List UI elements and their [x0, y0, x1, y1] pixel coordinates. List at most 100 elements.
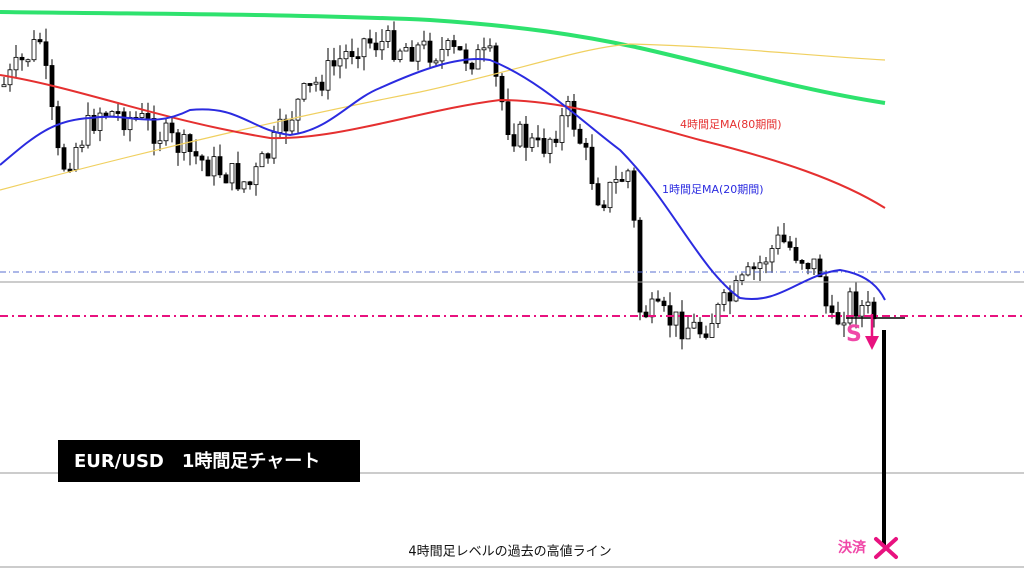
candle — [193, 151, 199, 157]
ma-line — [0, 43, 886, 191]
candle — [775, 234, 781, 249]
candle — [535, 137, 541, 141]
candle — [841, 322, 847, 326]
candle — [271, 132, 277, 159]
candle — [139, 113, 145, 118]
candle — [31, 39, 37, 61]
candle — [559, 115, 565, 143]
entry-label: S — [846, 322, 862, 347]
candle — [121, 111, 127, 131]
candle — [385, 30, 391, 42]
candle — [799, 260, 805, 264]
candle — [169, 122, 175, 134]
candle — [43, 41, 49, 66]
candle — [529, 137, 535, 148]
candle — [301, 83, 307, 100]
candle — [853, 291, 859, 317]
candle — [541, 138, 547, 154]
candle — [781, 234, 787, 243]
candle — [259, 153, 265, 168]
candle — [631, 170, 637, 221]
candle — [769, 248, 775, 263]
candle — [685, 327, 691, 340]
candle — [157, 140, 163, 144]
candle — [397, 50, 403, 60]
candle — [643, 311, 649, 318]
candle — [73, 147, 79, 170]
candle — [331, 60, 337, 67]
candle — [763, 261, 769, 265]
candle — [325, 60, 331, 91]
candle — [391, 30, 397, 60]
candle — [367, 38, 373, 44]
candle — [457, 46, 463, 51]
candle — [751, 266, 757, 270]
candle — [661, 300, 667, 307]
candle — [733, 280, 739, 302]
candle — [547, 138, 553, 154]
candle — [511, 134, 517, 147]
candle — [289, 119, 295, 132]
exit-mark — [874, 537, 898, 559]
candle — [151, 118, 157, 144]
candle — [583, 142, 589, 148]
candle — [19, 56, 25, 61]
candle — [709, 323, 715, 338]
candle — [865, 301, 871, 306]
candle — [97, 112, 103, 131]
ma-line — [0, 74, 886, 209]
candle — [163, 122, 169, 142]
candle — [109, 111, 115, 117]
candle — [349, 51, 355, 58]
candle — [805, 262, 811, 270]
candle — [553, 138, 559, 143]
candle — [637, 219, 643, 313]
candle — [787, 241, 793, 248]
candle — [655, 298, 661, 302]
title-box — [58, 440, 360, 482]
chart-title: EUR/USD 1時間足チャート — [74, 451, 320, 472]
candle — [13, 56, 19, 71]
candle — [697, 321, 703, 335]
candle — [679, 311, 685, 340]
candle — [253, 166, 259, 186]
candle — [55, 106, 61, 149]
candle — [247, 181, 253, 186]
candle — [445, 40, 451, 50]
annotation: 1時間足MA(20期間) — [662, 183, 764, 196]
candle — [505, 101, 511, 136]
candle — [379, 41, 385, 51]
candle — [61, 147, 67, 170]
candle — [145, 113, 151, 119]
candle — [403, 47, 409, 52]
ma-line — [0, 58, 886, 301]
candle — [439, 49, 445, 62]
candle — [649, 298, 655, 318]
candle — [835, 312, 841, 325]
candle — [811, 258, 817, 270]
candle — [25, 59, 31, 63]
exit-label: 決済 — [838, 539, 867, 556]
candle — [721, 292, 727, 305]
candle — [187, 134, 193, 152]
candle — [757, 262, 763, 269]
candle — [211, 156, 217, 177]
candle — [703, 333, 709, 338]
candle — [619, 179, 625, 182]
candle — [79, 144, 85, 148]
candle — [463, 49, 469, 64]
candle — [199, 155, 205, 161]
candle — [229, 163, 235, 184]
candle — [577, 128, 583, 144]
candle — [91, 114, 97, 131]
candle — [409, 47, 415, 62]
candle — [343, 51, 349, 60]
candle — [223, 174, 229, 184]
candle — [1, 84, 7, 88]
candle — [523, 123, 529, 148]
level-label: 4時間足レベルの過去の高値ライン — [408, 544, 611, 560]
candle — [595, 183, 601, 206]
candle — [607, 181, 613, 209]
